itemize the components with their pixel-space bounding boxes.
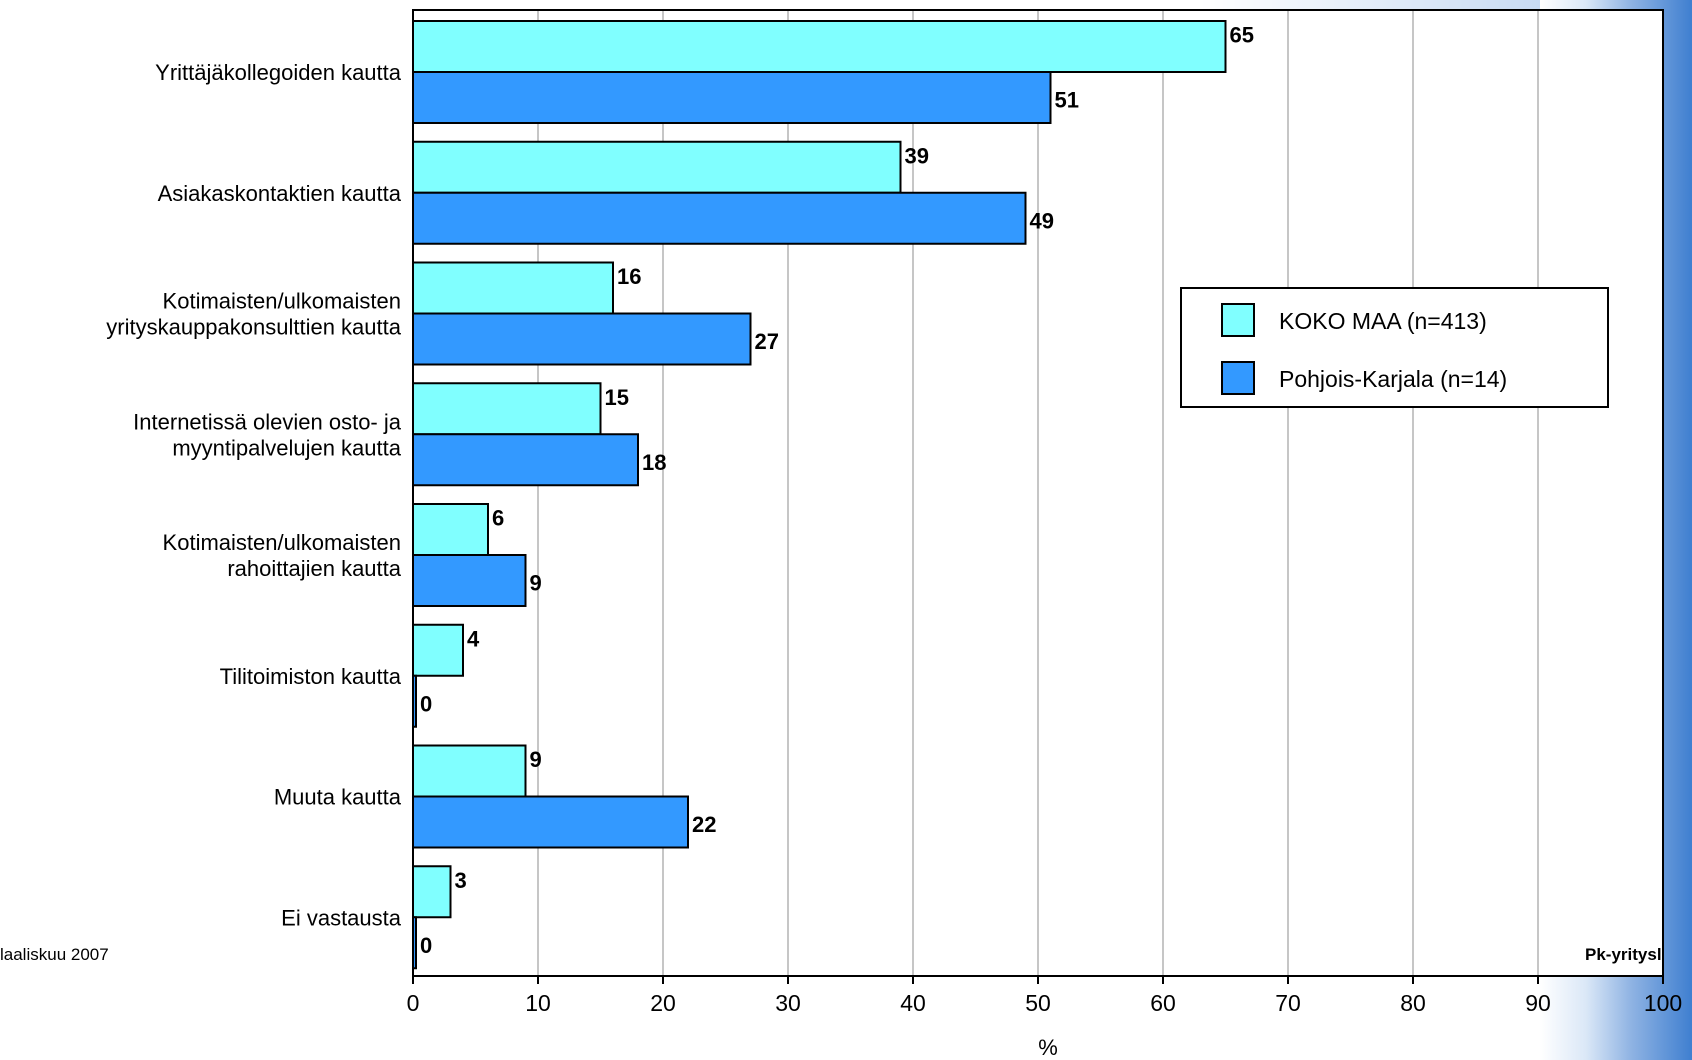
- x-tick-labels: 0 10 20 30 40 50 60 70 80 90 100: [407, 990, 1683, 1016]
- category-label-1: Asiakaskontaktien kautta: [158, 181, 402, 206]
- category-label-2: Kotimaisten/ulkomaisten yrityskauppakonsu…: [106, 289, 401, 340]
- category-label-line: Tilitoimiston kautta: [220, 664, 402, 689]
- legend-label-pohjois-karjala: Pohjois-Karjala (n=14): [1279, 366, 1507, 392]
- category-label-line: Asiakaskontaktien kautta: [158, 181, 402, 206]
- x-tick-label-60: 60: [1150, 990, 1176, 1016]
- bar-koko-maa-6: [412, 744, 527, 798]
- value-label-pohjois-karjala-2: 27: [755, 329, 779, 354]
- value-label-koko-maa-1: 39: [905, 143, 929, 168]
- category-label-3: Internetissä olevien osto- ja myyntipalve…: [133, 409, 402, 460]
- bar-pohjois-karjala-4: [412, 554, 527, 607]
- category-label-line: Internetissä olevien osto- ja: [133, 409, 402, 434]
- value-label-koko-maa-5: 4: [467, 626, 480, 651]
- category-label-line: yrityskauppakonsulttien kautta: [106, 315, 401, 340]
- category-label-0: Yrittäjäkollegoiden kautta: [155, 60, 402, 85]
- value-label-pohjois-karjala-5: 0: [420, 691, 432, 716]
- category-label-5: Tilitoimiston kautta: [220, 664, 402, 689]
- x-tick-label-80: 80: [1400, 990, 1426, 1016]
- legend: KOKO MAA (n=413) Pohjois-Karjala (n=14): [1180, 287, 1609, 408]
- value-label-pohjois-karjala-1: 49: [1030, 208, 1054, 233]
- x-tick-label-10: 10: [525, 990, 551, 1016]
- footer-date: laaliskuu 2007: [0, 945, 109, 964]
- bar-koko-maa-1: [412, 140, 902, 194]
- x-tick-label-50: 50: [1025, 990, 1051, 1016]
- bar-koko-maa-0: [412, 20, 1227, 73]
- category-label-7: Ei vastausta: [281, 905, 402, 930]
- value-labels: 65 51 39 49 16 27 15 18 6 9 4 0 9 22 3 0: [420, 23, 1254, 958]
- value-label-koko-maa-4: 6: [492, 506, 504, 531]
- axes: [412, 9, 1664, 984]
- category-labels: Yrittäjäkollegoiden kautta Asiakaskontakt…: [106, 60, 401, 930]
- x-tick-label-40: 40: [900, 990, 926, 1016]
- bar-pohjois-karjala-6: [412, 795, 689, 849]
- x-tick-label-100: 100: [1644, 990, 1682, 1016]
- value-label-pohjois-karjala-6: 22: [692, 812, 716, 837]
- bar-pohjois-karjala-1: [412, 191, 1027, 245]
- category-label-line: Muuta kautta: [274, 785, 402, 810]
- x-tick-label-0: 0: [407, 990, 420, 1016]
- x-tick-label-70: 70: [1275, 990, 1301, 1016]
- value-label-koko-maa-7: 3: [455, 868, 467, 893]
- value-label-koko-maa-2: 16: [617, 264, 641, 289]
- value-label-pohjois-karjala-3: 18: [642, 450, 666, 475]
- category-label-line: Ei vastausta: [281, 905, 402, 930]
- value-label-koko-maa-6: 9: [530, 747, 542, 772]
- footer-source: Pk-yritysl: [1585, 945, 1662, 964]
- category-label-line: myyntipalvelujen kautta: [172, 435, 401, 460]
- bar-koko-maa-3: [412, 382, 602, 436]
- legend-label-koko-maa: KOKO MAA (n=413): [1279, 308, 1487, 334]
- x-tick-label-20: 20: [650, 990, 676, 1016]
- value-label-pohjois-karjala-7: 0: [420, 933, 432, 958]
- category-label-line: rahoittajien kautta: [227, 556, 401, 581]
- x-axis-title: %: [1038, 1035, 1058, 1060]
- x-tick-label-90: 90: [1525, 990, 1551, 1016]
- value-label-koko-maa-0: 65: [1230, 23, 1254, 48]
- value-label-pohjois-karjala-0: 51: [1055, 88, 1079, 113]
- bar-koko-maa-5: [412, 623, 464, 677]
- category-label-line: Yrittäjäkollegoiden kautta: [155, 60, 402, 85]
- category-label-line: Kotimaisten/ulkomaisten: [163, 530, 401, 555]
- x-tick-label-30: 30: [775, 990, 801, 1016]
- legend-swatch-koko-maa: [1221, 303, 1255, 337]
- category-label-4: Kotimaisten/ulkomaisten rahoittajien kaut…: [163, 530, 402, 581]
- bar-koko-maa-2: [412, 261, 614, 315]
- legend-swatch-pohjois-karjala: [1221, 361, 1255, 395]
- value-label-koko-maa-3: 15: [605, 385, 629, 410]
- category-label-line: Kotimaisten/ulkomaisten: [163, 289, 401, 314]
- bar-koko-maa-7: [412, 865, 452, 919]
- category-label-6: Muuta kautta: [274, 785, 402, 810]
- value-label-pohjois-karjala-4: 9: [530, 571, 542, 596]
- bar-koko-maa-4: [412, 503, 489, 556]
- bar-pohjois-karjala-2: [412, 312, 752, 366]
- bar-pohjois-karjala-3: [412, 433, 639, 487]
- bar-pohjois-karjala-0: [412, 71, 1052, 124]
